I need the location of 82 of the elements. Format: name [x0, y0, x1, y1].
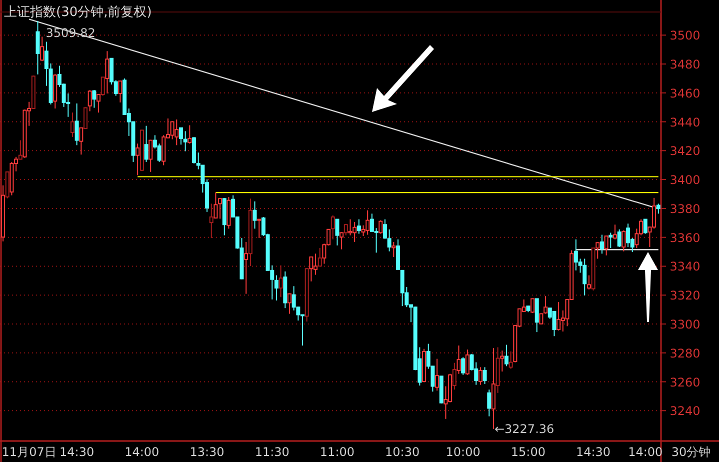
candlestick: [478, 366, 482, 386]
candlestick: [330, 214, 335, 240]
candlestick: [378, 220, 383, 234]
candlestick: [105, 50, 110, 94]
x-tick-label: 14:30: [60, 445, 94, 459]
candlestick: [487, 389, 492, 417]
text: 30分钟: [671, 445, 711, 459]
candlestick: [604, 235, 608, 256]
y-tick-label: 3240: [670, 404, 700, 418]
y-tick-label: 3400: [670, 173, 700, 188]
x-tick-label: 11月07日: [2, 445, 56, 459]
y-tick-label: 3480: [670, 58, 700, 72]
candlestick: [174, 118, 179, 146]
candlestick: [348, 218, 352, 236]
candlestick: [118, 80, 122, 103]
candlestick: [278, 264, 283, 298]
candlestick: [392, 241, 396, 258]
annotation: ←3227.36: [494, 422, 554, 436]
x-tick-label: 14:30: [576, 445, 611, 459]
candlestick: [88, 90, 92, 112]
y-tick-label: 3380: [670, 202, 700, 216]
candlestick: [183, 130, 188, 152]
candlestick: [344, 224, 348, 236]
candlestick: [504, 344, 508, 367]
candlestick: [318, 248, 322, 267]
candlestick: [335, 218, 340, 246]
candlestick: [530, 298, 535, 314]
candlestick: [214, 192, 218, 220]
candlestick: [622, 230, 626, 252]
candlestick: [582, 258, 587, 296]
y-tick-label: 3360: [670, 230, 700, 245]
candlestick: [36, 20, 40, 75]
candlestick: [178, 127, 183, 146]
candlestick: [252, 200, 257, 230]
y-tick-label: 3420: [670, 144, 700, 158]
candlestick: [643, 218, 648, 234]
candlestick: [218, 198, 222, 220]
y-tick-label: 3280: [670, 346, 700, 360]
candlestick: [556, 302, 561, 331]
y-tick-label: 3460: [670, 86, 700, 100]
candlestick: [608, 232, 613, 249]
candlestick: [209, 203, 214, 239]
y-tick-label: 3340: [670, 260, 700, 274]
candlestick: [534, 298, 539, 333]
x-tick-label: 15:00: [510, 445, 546, 459]
candlestick: [287, 293, 292, 314]
y-tick-label: 3320: [670, 288, 700, 303]
y-tick-label: 3440: [670, 115, 700, 130]
x-tick-label: 14:00: [124, 445, 160, 459]
candlestick: [157, 143, 162, 162]
candlestick: [600, 234, 604, 254]
candlestick: [144, 125, 148, 162]
candlestick: [188, 124, 192, 144]
candlestick: [148, 139, 153, 172]
candlestick: [74, 102, 79, 146]
candlestick: [257, 218, 262, 239]
candlestick: [40, 36, 44, 62]
y-tick-label: 3300: [670, 318, 700, 332]
candlestick: [70, 112, 74, 138]
candlestick: [482, 366, 487, 384]
candlestick: [617, 228, 622, 248]
candlestick: [461, 356, 466, 376]
candlestick: [274, 274, 278, 301]
candlestick: [400, 270, 404, 307]
x-tick-label: 11:00: [320, 445, 355, 459]
candlestick: [612, 224, 617, 240]
candlestick: [626, 223, 630, 248]
x-tick-label: 10:30: [385, 445, 420, 459]
candlestick: [396, 238, 400, 270]
candlestick: [552, 310, 556, 337]
candlestick: [465, 349, 470, 376]
y-tick-label: 3500: [670, 28, 700, 43]
candlestick: [656, 203, 660, 214]
candlestick: [356, 218, 361, 234]
candlestick: [366, 210, 370, 236]
candlestick: [92, 90, 96, 108]
x-tick-label: 10:00: [446, 445, 480, 459]
x-tick-label: 11:30: [254, 445, 290, 459]
y-tick-label: 3260: [670, 375, 700, 390]
chart-title: 上证指数(30分钟,前复权): [4, 5, 152, 20]
x-tick-label: 13:30: [190, 445, 224, 459]
candlestick: [435, 358, 440, 392]
